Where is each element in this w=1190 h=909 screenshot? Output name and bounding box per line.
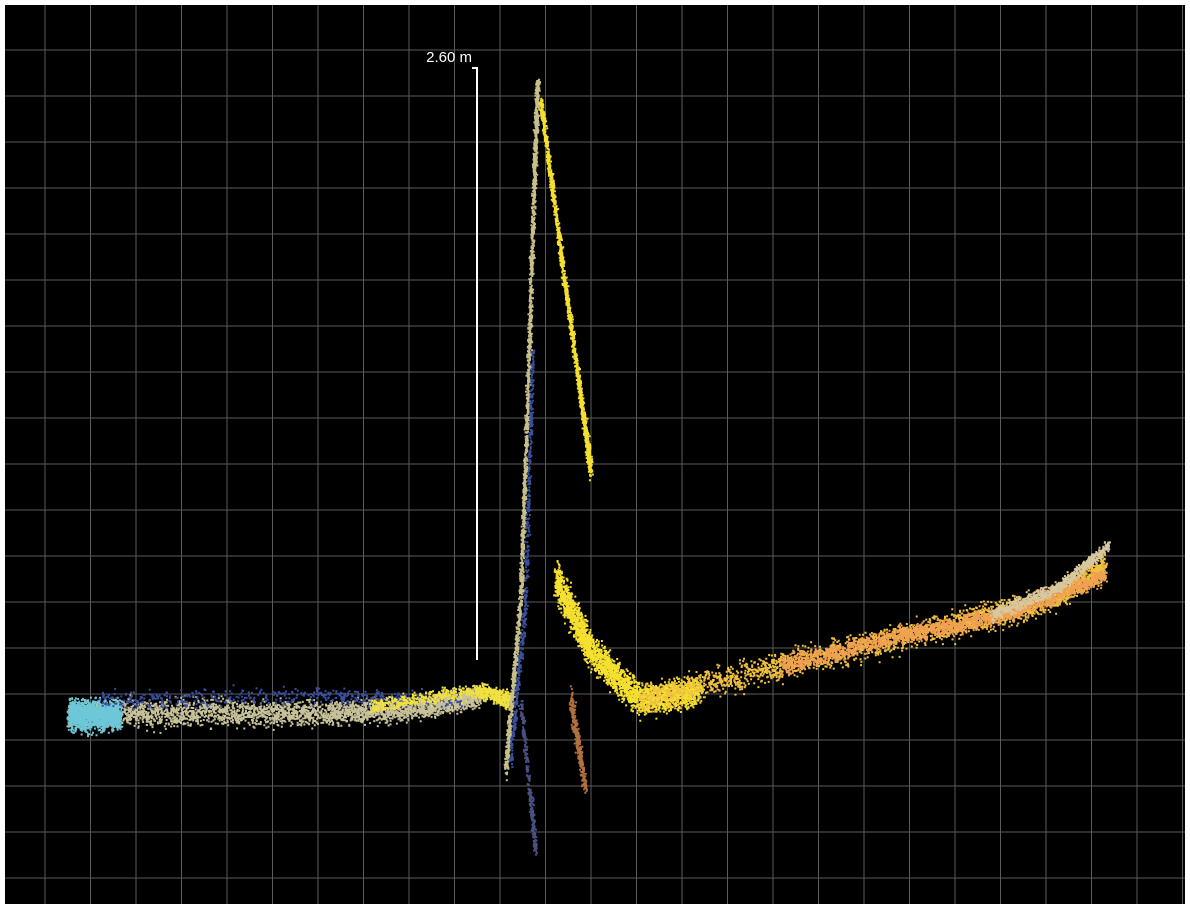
point-cluster bbox=[518, 700, 538, 856]
grid bbox=[5, 5, 1185, 904]
point-cluster bbox=[538, 97, 594, 482]
measurement-label: 2.60 m bbox=[426, 49, 472, 66]
point-cluster bbox=[508, 349, 536, 768]
point-cluster bbox=[503, 78, 542, 782]
point-cluster bbox=[66, 684, 483, 734]
point-cluster bbox=[369, 682, 513, 713]
point-cluster bbox=[779, 566, 1108, 676]
point-cluster bbox=[568, 685, 588, 794]
point-cluster bbox=[989, 541, 1111, 625]
point-cluster bbox=[66, 696, 124, 738]
point-cluster bbox=[553, 560, 704, 722]
point-cluster bbox=[638, 551, 1108, 713]
viewport-background bbox=[5, 5, 1185, 904]
point-cloud bbox=[66, 78, 1111, 856]
